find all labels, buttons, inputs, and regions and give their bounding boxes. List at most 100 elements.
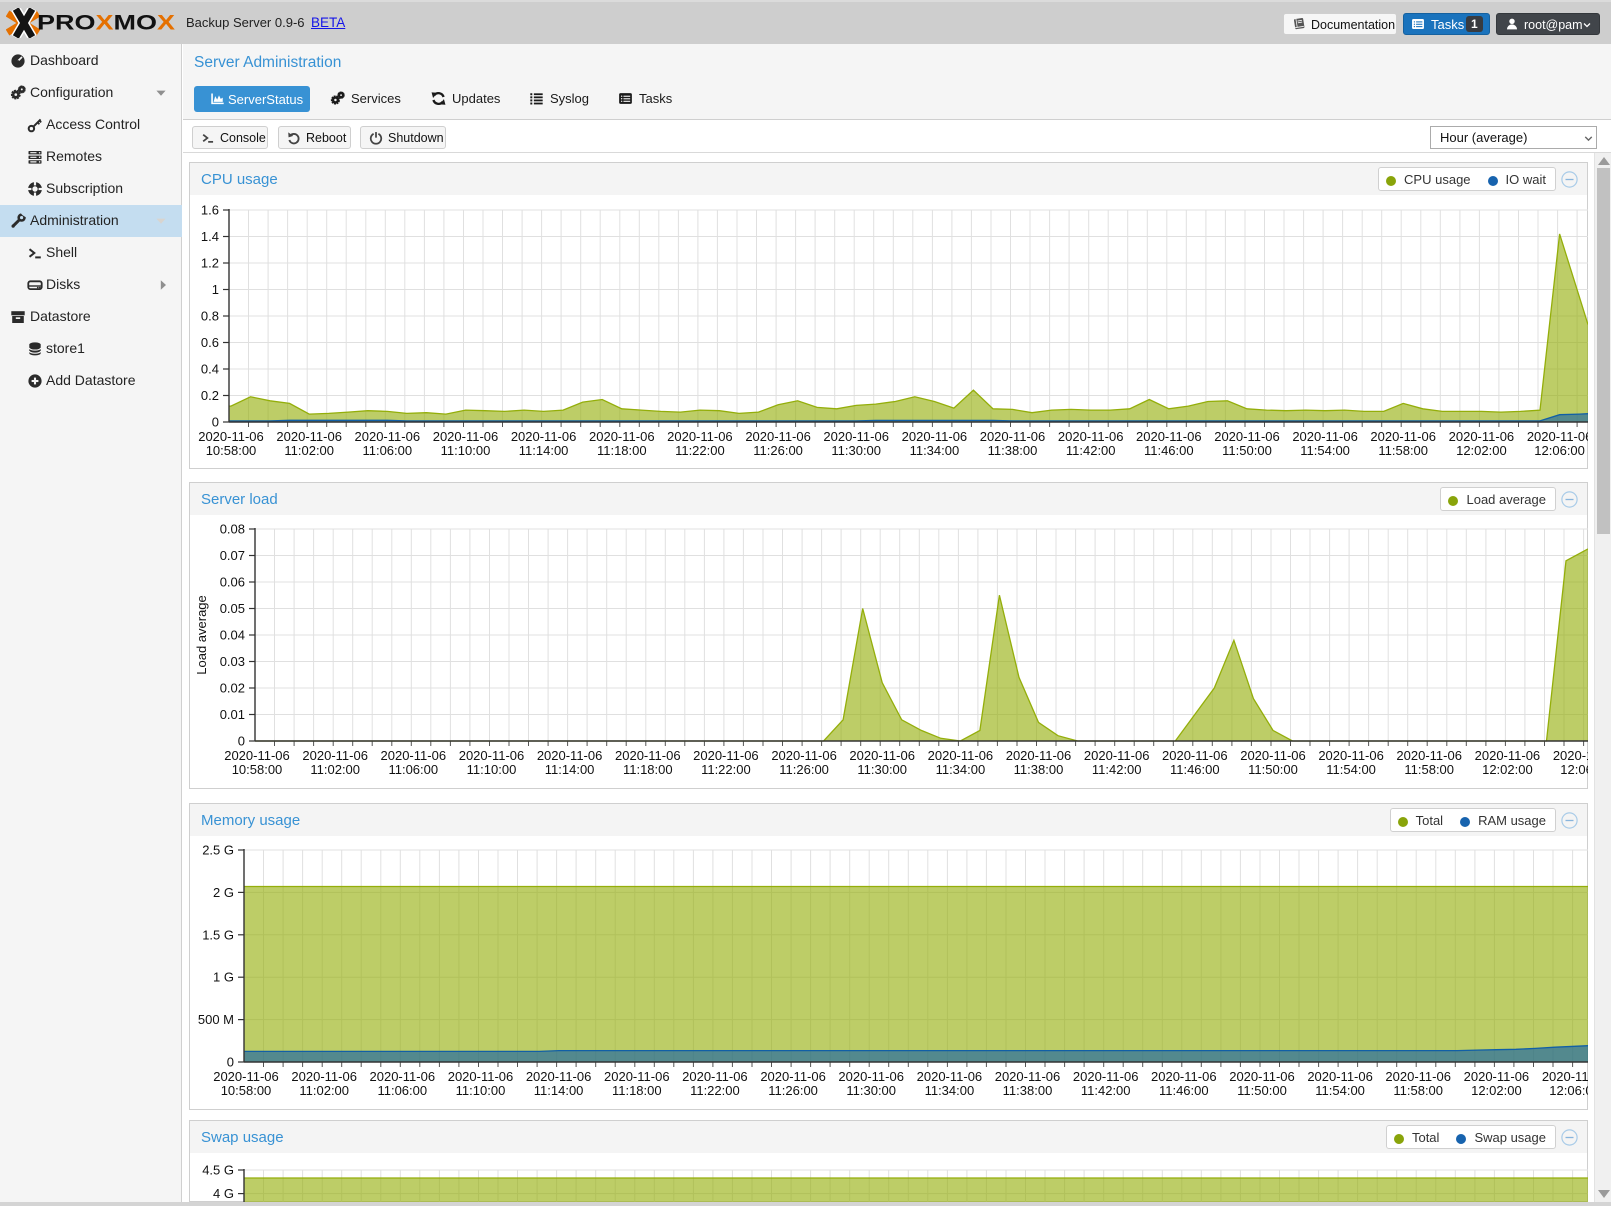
svg-text:11:58:00: 11:58:00 [1393,1083,1443,1098]
svg-text:0: 0 [212,415,219,430]
svg-text:11:14:00: 11:14:00 [534,1083,584,1098]
svg-text:1.6: 1.6 [201,203,219,218]
svg-text:2020-11-06: 2020-11-06 [1370,429,1436,444]
svg-text:1.5 G: 1.5 G [202,927,234,942]
svg-text:11:46:00: 11:46:00 [1144,443,1194,458]
svg-text:11:58:00: 11:58:00 [1404,762,1454,777]
svg-text:2020-11-06: 2020-11-06 [604,1069,670,1084]
svg-text:11:38:00: 11:38:00 [1003,1083,1053,1098]
svg-text:11:50:00: 11:50:00 [1248,762,1298,777]
svg-text:0: 0 [238,734,245,749]
svg-text:12:02:00: 12:02:00 [1471,1083,1522,1098]
svg-text:11:50:00: 11:50:00 [1237,1083,1287,1098]
svg-text:2020-11-06: 2020-11-06 [589,429,655,444]
svg-text:11:14:00: 11:14:00 [545,762,595,777]
svg-text:11:22:00: 11:22:00 [701,762,751,777]
svg-text:2020-11-06: 2020-11-06 [370,1069,436,1084]
svg-text:2.5 G: 2.5 G [202,843,234,858]
svg-text:11:22:00: 11:22:00 [675,443,725,458]
svg-text:0.6: 0.6 [201,335,219,350]
svg-text:11:10:00: 11:10:00 [467,762,517,777]
svg-text:2020-11-06: 2020-11-06 [1318,748,1384,763]
svg-text:11:42:00: 11:42:00 [1092,762,1142,777]
svg-text:2020-11-06: 2020-11-06 [693,748,759,763]
svg-text:0.04: 0.04 [220,628,245,643]
svg-text:12:02:00: 12:02:00 [1456,443,1507,458]
svg-text:2020-11-06: 2020-11-06 [1214,429,1280,444]
svg-text:Load average: Load average [194,595,209,675]
svg-text:2020-11-06: 2020-11-06 [1151,1069,1217,1084]
svg-text:2020-11-06: 2020-11-06 [1553,748,1588,763]
svg-text:0.8: 0.8 [201,309,219,324]
svg-text:1.4: 1.4 [201,229,219,244]
svg-text:2020-11-06: 2020-11-06 [1006,748,1072,763]
svg-text:0.01: 0.01 [220,707,245,722]
svg-text:2020-11-06: 2020-11-06 [1396,748,1462,763]
svg-text:2020-11-06: 2020-11-06 [980,429,1046,444]
svg-text:2020-11-06: 2020-11-06 [224,748,290,763]
svg-text:2020-11-06: 2020-11-06 [302,748,368,763]
svg-text:2020-11-06: 2020-11-06 [198,429,264,444]
svg-text:2020-11-06: 2020-11-06 [917,1069,983,1084]
svg-text:2020-11-06: 2020-11-06 [995,1069,1061,1084]
svg-text:11:30:00: 11:30:00 [846,1083,896,1098]
svg-text:11:18:00: 11:18:00 [612,1083,662,1098]
svg-text:2020-11-06: 2020-11-06 [1542,1069,1588,1084]
svg-text:2020-11-06: 2020-11-06 [928,748,994,763]
svg-text:0.05: 0.05 [220,601,245,616]
svg-text:11:26:00: 11:26:00 [768,1083,818,1098]
svg-text:1.2: 1.2 [201,256,219,271]
svg-text:11:30:00: 11:30:00 [831,443,881,458]
svg-text:11:42:00: 11:42:00 [1066,443,1116,458]
svg-text:12:06:00: 12:06:00 [1560,762,1588,777]
svg-text:11:10:00: 11:10:00 [441,443,491,458]
svg-text:0.4: 0.4 [201,362,219,377]
svg-text:2020-11-06: 2020-11-06 [1240,748,1306,763]
svg-text:2020-11-06: 2020-11-06 [355,429,421,444]
svg-text:0: 0 [227,1055,234,1070]
svg-text:2020-11-06: 2020-11-06 [838,1069,904,1084]
svg-text:2020-11-06: 2020-11-06 [1385,1069,1451,1084]
svg-text:2020-11-06: 2020-11-06 [213,1069,279,1084]
svg-text:2020-11-06: 2020-11-06 [1136,429,1202,444]
svg-text:11:42:00: 11:42:00 [1081,1083,1131,1098]
svg-text:2020-11-06: 2020-11-06 [276,429,342,444]
svg-text:11:02:00: 11:02:00 [310,762,360,777]
svg-text:2020-11-06: 2020-11-06 [537,748,603,763]
svg-text:2020-11-06: 2020-11-06 [526,1069,592,1084]
svg-text:2020-11-06: 2020-11-06 [1292,429,1358,444]
svg-text:4.5 G: 4.5 G [202,1163,234,1178]
svg-text:11:38:00: 11:38:00 [1014,762,1064,777]
svg-text:11:14:00: 11:14:00 [519,443,569,458]
svg-text:2020-11-06: 2020-11-06 [1162,748,1228,763]
svg-text:11:50:00: 11:50:00 [1222,443,1272,458]
svg-text:0.02: 0.02 [220,681,245,696]
svg-text:2020-11-06: 2020-11-06 [1475,748,1541,763]
svg-text:11:10:00: 11:10:00 [456,1083,506,1098]
svg-text:10:58:00: 10:58:00 [206,443,257,458]
svg-text:12:06:00: 12:06:00 [1534,443,1585,458]
svg-text:2020-11-06: 2020-11-06 [1464,1069,1530,1084]
svg-text:11:18:00: 11:18:00 [597,443,647,458]
svg-text:11:54:00: 11:54:00 [1315,1083,1365,1098]
svg-text:10:58:00: 10:58:00 [232,762,283,777]
svg-text:11:34:00: 11:34:00 [936,762,986,777]
svg-text:2020-11-06: 2020-11-06 [1449,429,1515,444]
svg-text:2020-11-06: 2020-11-06 [1307,1069,1373,1084]
svg-text:2020-11-06: 2020-11-06 [381,748,447,763]
svg-text:500 M: 500 M [198,1012,234,1027]
svg-text:11:34:00: 11:34:00 [925,1083,975,1098]
svg-text:11:30:00: 11:30:00 [857,762,907,777]
svg-text:2020-11-06: 2020-11-06 [459,748,525,763]
svg-text:11:06:00: 11:06:00 [362,443,412,458]
svg-text:2020-11-06: 2020-11-06 [1229,1069,1295,1084]
svg-text:11:46:00: 11:46:00 [1170,762,1220,777]
svg-text:2 G: 2 G [213,885,234,900]
svg-text:2020-11-06: 2020-11-06 [1073,1069,1139,1084]
svg-text:11:38:00: 11:38:00 [988,443,1038,458]
svg-text:11:18:00: 11:18:00 [623,762,673,777]
svg-text:2020-11-06: 2020-11-06 [745,429,811,444]
svg-text:0.2: 0.2 [201,388,219,403]
svg-text:10:58:00: 10:58:00 [221,1083,272,1098]
